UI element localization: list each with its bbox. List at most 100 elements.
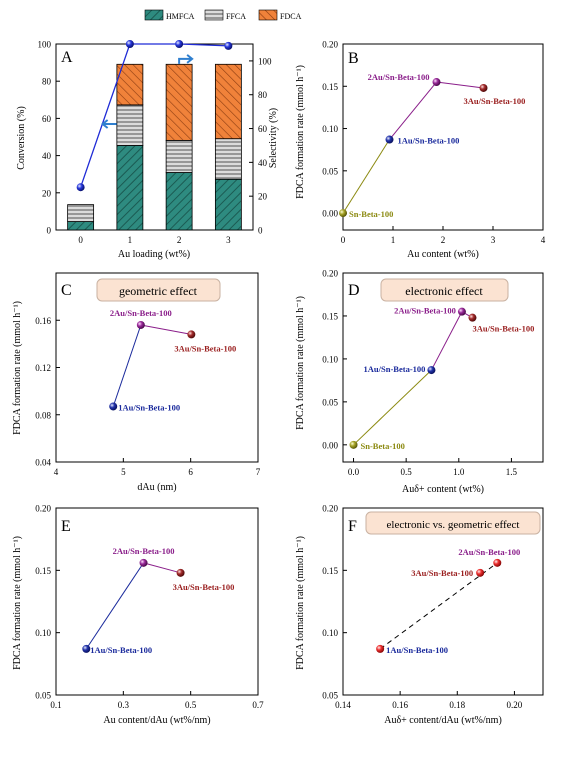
panel-a-ytick-label: 0 — [47, 226, 52, 236]
legend-swatch-ffca — [204, 9, 224, 21]
panel-f-xtick-label: 0.16 — [392, 700, 408, 710]
conversion-line — [80, 43, 229, 188]
arrow-right-axis-icon — [178, 54, 194, 64]
panel-b-xtick-label: 0 — [341, 235, 346, 245]
bar-fdca-2 — [165, 63, 193, 141]
panel-a-ytick-right-label: 20 — [258, 192, 268, 202]
panel-e-label-3au-sn-beta-100: 3Au/Sn-Beta-100 — [173, 582, 235, 592]
panel-b-label-1au-sn-beta-100: 1Au/Sn-Beta-100 — [398, 136, 460, 146]
panel-a: HMFCA FFCA FDCA A Au loading (wt%) Conve… — [16, 9, 302, 260]
panel-d-ytick-label: 0.20 — [322, 269, 338, 279]
panel-b-label-sn-beta-100: Sn-Beta-100 — [349, 209, 393, 219]
panel-c-letter: C — [61, 282, 72, 299]
panel-d-xtick-label: 0.5 — [401, 467, 413, 477]
bar-ffca-0 — [67, 204, 95, 222]
panel-f-frame — [342, 507, 544, 696]
legend-label-fdca: FDCA — [280, 12, 302, 21]
panel-b-label-2au-sn-beta-100: 2Au/Sn-Beta-100 — [368, 72, 430, 82]
panel-d-title: electronic effect — [405, 284, 483, 298]
panel-c-point-1au-sn-beta-100 — [109, 402, 118, 411]
panel-f-label-2au-sn-beta-100: 2Au/Sn-Beta-100 — [458, 547, 520, 557]
panel-b-ytick-label: 0.00 — [322, 209, 338, 219]
panel-b-xlabel: Au content (wt%) — [407, 249, 479, 260]
panel-a-ytick-label: 40 — [42, 151, 52, 161]
panel-a-xtick-label: 1 — [128, 235, 133, 245]
conversion-point-3 — [224, 41, 233, 50]
panel-f-ytick-label: 0.20 — [322, 504, 338, 514]
panel-b-xtick-label: 3 — [491, 235, 496, 245]
panel-e-letter: E — [61, 518, 71, 535]
panel-d-ytick-label: 0.05 — [322, 397, 338, 407]
bar-ffca-2 — [165, 139, 193, 173]
panel-d-label-1au-sn-beta-100: 1Au/Sn-Beta-100 — [364, 364, 426, 374]
panel-d-xtick-label: 1.5 — [506, 467, 518, 477]
panel-f-ytick-label: 0.10 — [322, 628, 338, 638]
panel-c-xtick-label: 4 — [54, 467, 59, 477]
panel-f: 0.14 0.16 0.18 0.20 0.05 0.10 0.15 0.20 F Auδ+ co… — [295, 504, 544, 726]
panel-d-label-2au-sn-beta-100: 2Au/Sn-Beta-100 — [394, 306, 456, 316]
panel-f-xtick-label: 0.20 — [507, 700, 523, 710]
panel-e-label-1au-sn-beta-100: 1Au/Sn-Beta-100 — [90, 645, 152, 655]
panel-f-label-1au-sn-beta-100: 1Au/Sn-Beta-100 — [386, 645, 448, 655]
bar-hmfca-1 — [116, 145, 144, 231]
panel-e-segment — [85, 562, 144, 650]
panel-d-xlabel: Auδ+ content (wt%) — [402, 484, 484, 495]
panel-c-label-3au-sn-beta-100: 3Au/Sn-Beta-100 — [174, 343, 236, 353]
panel-d-point-3au-sn-beta-100 — [468, 313, 477, 322]
panel-letter-a: A — [61, 49, 73, 66]
panel-f-xlabel: Auδ+ content/dAu (wt%/nm) — [384, 715, 502, 726]
panel-e-ytick-label: 0.05 — [35, 691, 51, 701]
bar-hmfca-2 — [165, 172, 193, 231]
bar-fdca-3 — [214, 63, 242, 140]
panel-b-ytick-label: 0.05 — [322, 166, 338, 176]
panel-f-letter: F — [348, 518, 357, 535]
panel-b-xtick-label: 2 — [441, 235, 446, 245]
panel-a-ytick-label: 80 — [42, 77, 52, 87]
panel-e: 0.1 0.3 0.5 0.7 0.05 0.10 0.15 0.20 E Au content/… — [12, 504, 264, 727]
panel-b-ytick-label: 0.20 — [322, 40, 338, 50]
panel-a-ytick-right-label: 0 — [258, 226, 263, 236]
panel-d-letter: D — [348, 282, 360, 299]
panel-e-point-3au-sn-beta-100 — [176, 568, 185, 577]
bar-hmfca-0 — [67, 221, 95, 231]
panel-b-xtick-label: 1 — [391, 235, 396, 245]
panel-d-segment — [353, 369, 432, 446]
panel-f-point-2au-sn-beta-100 — [493, 558, 502, 567]
panel-f-ytick-label: 0.05 — [322, 691, 338, 701]
panel-c-xlabel: dAu (nm) — [137, 482, 176, 493]
panel-c-xtick-label: 5 — [121, 467, 126, 477]
panel-a-ytick-right-label: 100 — [258, 56, 272, 66]
panel-e-label-2au-sn-beta-100: 2Au/Sn-Beta-100 — [113, 546, 175, 556]
panel-b-ytick-label: 0.10 — [322, 124, 338, 134]
panel-a-ytick-label: 60 — [42, 114, 52, 124]
panel-b-point-2au-sn-beta-100 — [432, 78, 441, 87]
panel-c-xtick-label: 6 — [188, 467, 193, 477]
panel-c-point-2au-sn-beta-100 — [136, 320, 145, 329]
panel-b-point-3au-sn-beta-100 — [479, 83, 488, 92]
panel-e-xtick-label: 0.7 — [252, 700, 264, 710]
panel-a-ytick-right-label: 40 — [258, 158, 268, 168]
panel-c-ytick-label: 0.12 — [35, 363, 51, 373]
panel-c-segment — [112, 324, 142, 407]
panel-d: 0.0 0.5 1.0 1.5 0.00 0.05 0.10 0.15 0.20 D Auδ+ co… — [295, 269, 544, 495]
panel-a-xtick-label: 0 — [78, 235, 83, 245]
panel-e-xtick-label: 0.5 — [185, 700, 197, 710]
panel-c-ytick-label: 0.16 — [35, 316, 51, 326]
panel-d-point-sn-beta-100 — [349, 440, 358, 449]
panel-b-xtick-label: 4 — [541, 235, 546, 245]
panel-e-xlabel: Au content/dAu (wt%/nm) — [103, 715, 210, 726]
panel-b-label-3au-sn-beta-100: 3Au/Sn-Beta-100 — [464, 96, 526, 106]
panel-c-ytick-label: 0.08 — [35, 410, 51, 420]
panel-a-ytick-right-label: 80 — [258, 90, 268, 100]
panel-d-xtick-label: 1.0 — [453, 467, 465, 477]
bar-ffca-1 — [116, 104, 144, 146]
panel-b: 0 1 2 3 4 0.00 0.05 0.10 0.15 0.20 B Au content (wt… — [295, 40, 546, 261]
panel-f-xtick-label: 0.18 — [449, 700, 465, 710]
panel-a-ytick-right-label: 60 — [258, 124, 268, 134]
panel-d-ylabel: FDCA formation rate (mmol h⁻¹) — [295, 296, 306, 430]
panel-f-title-box: electronic vs. geometric effect — [365, 511, 541, 535]
panel-b-ylabel: FDCA formation rate (mmol h⁻¹) — [295, 65, 306, 199]
panel-f-ytick-label: 0.15 — [322, 566, 338, 576]
panel-c-title-box: geometric effect — [96, 278, 221, 302]
